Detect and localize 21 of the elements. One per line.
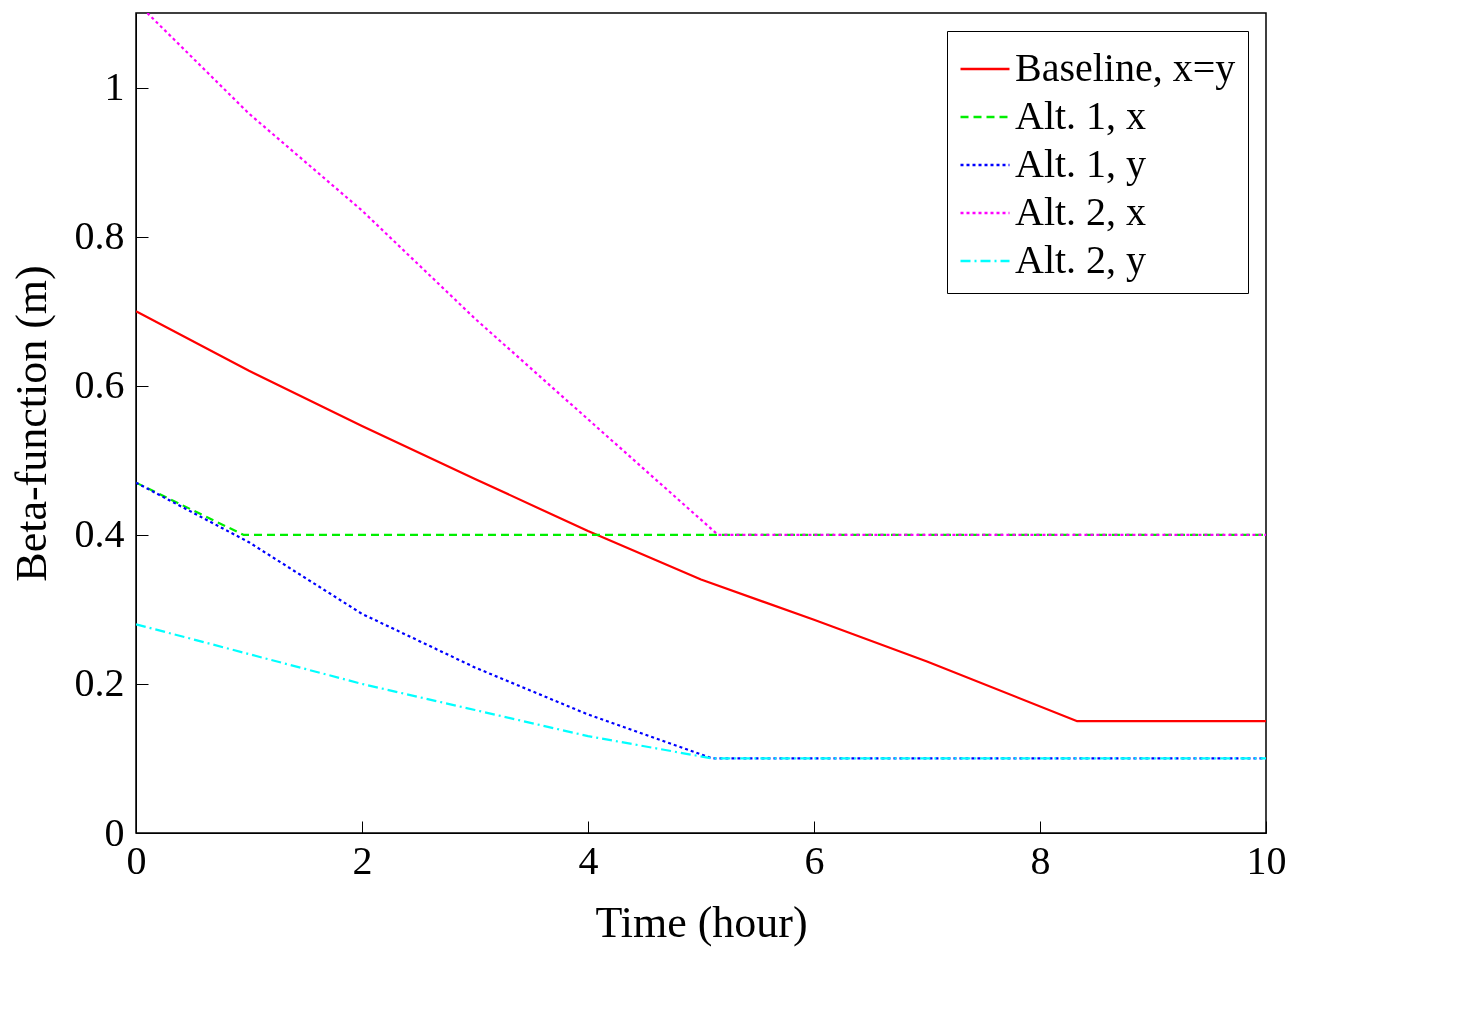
line-series [136, 623, 1266, 760]
x-tick-label: 8 [1030, 837, 1051, 883]
legend-label: Alt. 2, y [1015, 237, 1147, 282]
y-axis-title: Beta-function (m) [6, 265, 56, 582]
line-series [136, 310, 1266, 723]
y-tick-label: 1 [104, 64, 125, 110]
y-tick-label: 0.2 [74, 660, 125, 706]
x-tick-label: 10 [1246, 837, 1287, 883]
y-tick-label: 0.8 [74, 213, 125, 259]
legend-label: Alt. 1, y [1015, 141, 1147, 186]
legend-label: Baseline, x=y [1015, 45, 1236, 90]
x-tick-label: 6 [804, 837, 825, 883]
x-axis-title: Time (hour) [595, 897, 808, 947]
y-tick-label: 0.6 [74, 362, 125, 408]
x-tick-label: 4 [578, 837, 599, 883]
x-tick-label: 2 [352, 837, 373, 883]
line-series [146, 13, 1266, 536]
legend-label: Alt. 2, x [1015, 189, 1147, 234]
y-tick-label: 0 [104, 809, 125, 855]
legend-label: Alt. 1, x [1015, 93, 1147, 138]
y-tick-label: 0.4 [74, 511, 125, 557]
